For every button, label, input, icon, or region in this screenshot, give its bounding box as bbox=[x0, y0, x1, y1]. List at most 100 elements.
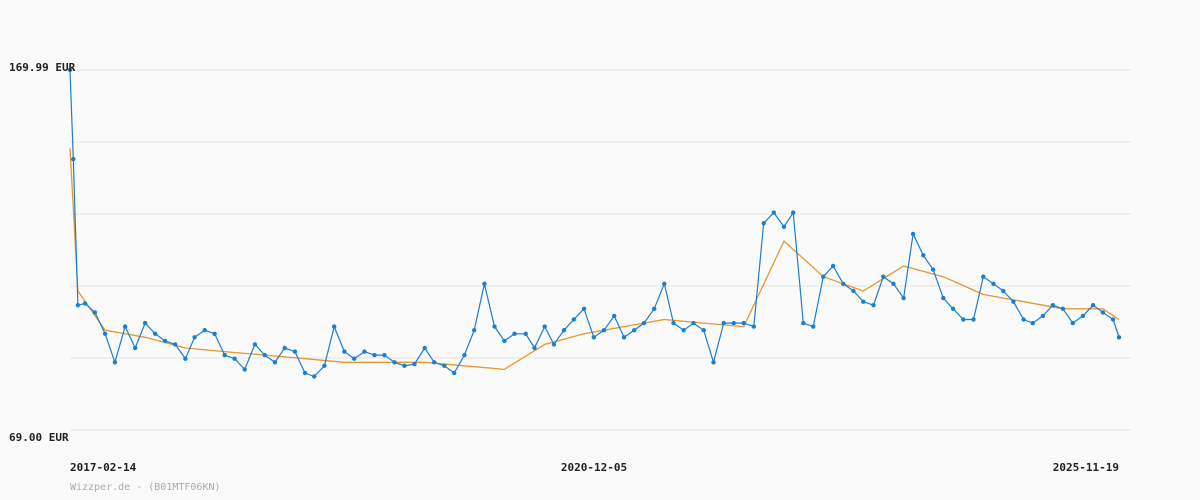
price-point bbox=[1090, 303, 1096, 308]
price-point bbox=[930, 267, 936, 272]
x-tick-label-start: 2017-02-14 bbox=[70, 461, 137, 474]
price-point bbox=[462, 352, 467, 358]
price-point bbox=[332, 324, 337, 329]
price-point bbox=[861, 299, 866, 304]
price-point bbox=[612, 313, 617, 319]
price-point bbox=[122, 324, 128, 329]
price-point bbox=[472, 328, 477, 333]
price-point bbox=[322, 363, 327, 368]
price-point bbox=[452, 370, 457, 376]
price-point bbox=[841, 281, 846, 286]
price-point bbox=[1100, 310, 1106, 315]
price-point bbox=[112, 360, 118, 365]
price-point bbox=[771, 210, 776, 215]
price-point bbox=[1110, 317, 1116, 322]
price-point bbox=[1116, 335, 1122, 340]
price-point bbox=[721, 320, 726, 326]
price-point bbox=[382, 352, 387, 358]
price-point bbox=[591, 335, 596, 340]
price-point bbox=[632, 328, 637, 333]
price-point bbox=[242, 367, 247, 372]
x-tick-label-end: 2025-11-19 bbox=[1053, 461, 1119, 474]
price-point bbox=[512, 331, 517, 336]
grid-lines bbox=[70, 69, 1131, 431]
price-point bbox=[671, 320, 676, 326]
price-series bbox=[67, 67, 1122, 379]
price-point bbox=[551, 342, 557, 347]
price-point bbox=[272, 360, 278, 365]
price-point bbox=[1050, 303, 1056, 308]
price-point bbox=[67, 67, 73, 73]
price-point bbox=[162, 338, 168, 344]
y-tick-label-max: 169.99 EUR bbox=[9, 61, 76, 74]
price-point bbox=[1080, 313, 1086, 319]
price-point bbox=[532, 345, 537, 351]
price-point bbox=[142, 320, 148, 326]
price-point bbox=[681, 328, 686, 333]
price-point bbox=[392, 360, 397, 365]
price-point bbox=[302, 370, 308, 376]
price-point bbox=[781, 224, 787, 229]
price-point bbox=[173, 342, 178, 347]
price-point bbox=[232, 356, 237, 361]
price-point bbox=[133, 345, 138, 351]
price-point bbox=[92, 310, 98, 315]
credit-text: Wizzper.de - (B01MTF06KN) bbox=[70, 482, 221, 493]
price-point bbox=[871, 303, 876, 308]
price-point bbox=[1001, 288, 1006, 294]
price-point bbox=[352, 356, 357, 361]
price-point bbox=[183, 356, 188, 361]
price-point bbox=[372, 352, 377, 358]
price-point bbox=[312, 374, 317, 379]
price-point bbox=[881, 274, 886, 279]
price-point bbox=[801, 320, 806, 326]
price-point bbox=[292, 349, 298, 354]
price-point bbox=[652, 306, 657, 311]
price-point bbox=[950, 306, 956, 311]
price-point bbox=[691, 320, 696, 326]
price-point bbox=[442, 363, 447, 368]
price-point bbox=[741, 320, 746, 326]
price-point bbox=[981, 274, 986, 279]
y-tick-label-min: 69.00 EUR bbox=[9, 431, 69, 444]
price-point bbox=[621, 335, 627, 340]
price-point bbox=[761, 221, 766, 226]
price-point bbox=[941, 295, 946, 301]
price-point bbox=[561, 328, 567, 333]
price-point bbox=[222, 352, 227, 358]
price-point bbox=[1011, 299, 1016, 304]
axis-labels: 169.99 EUR 69.00 EUR 2017-02-14 2020-12-… bbox=[9, 61, 1119, 493]
price-point bbox=[961, 317, 966, 322]
price-point bbox=[811, 324, 816, 329]
price-point bbox=[641, 320, 647, 326]
price-point bbox=[1040, 313, 1046, 319]
price-point bbox=[830, 263, 836, 269]
price-point bbox=[1021, 317, 1026, 322]
price-point bbox=[662, 281, 667, 286]
average-line bbox=[69, 148, 1120, 371]
price-point bbox=[1030, 320, 1036, 326]
price-point bbox=[601, 328, 607, 333]
price-point bbox=[282, 345, 287, 351]
x-tick-label-mid: 2020-12-05 bbox=[561, 461, 627, 474]
price-point bbox=[252, 342, 258, 347]
price-point bbox=[422, 345, 427, 351]
price-point bbox=[362, 349, 367, 354]
price-point bbox=[71, 156, 76, 162]
price-point bbox=[82, 301, 88, 306]
price-point bbox=[542, 324, 547, 329]
price-point bbox=[731, 320, 736, 326]
price-point bbox=[153, 331, 158, 336]
price-point bbox=[102, 331, 108, 336]
price-point bbox=[701, 328, 706, 333]
price-point bbox=[921, 253, 926, 258]
price-point bbox=[502, 338, 507, 344]
price-point bbox=[402, 363, 407, 368]
price-point bbox=[262, 352, 267, 358]
price-point bbox=[75, 303, 81, 308]
price-point bbox=[202, 328, 207, 333]
price-point bbox=[581, 306, 587, 311]
average-series bbox=[69, 148, 1120, 371]
